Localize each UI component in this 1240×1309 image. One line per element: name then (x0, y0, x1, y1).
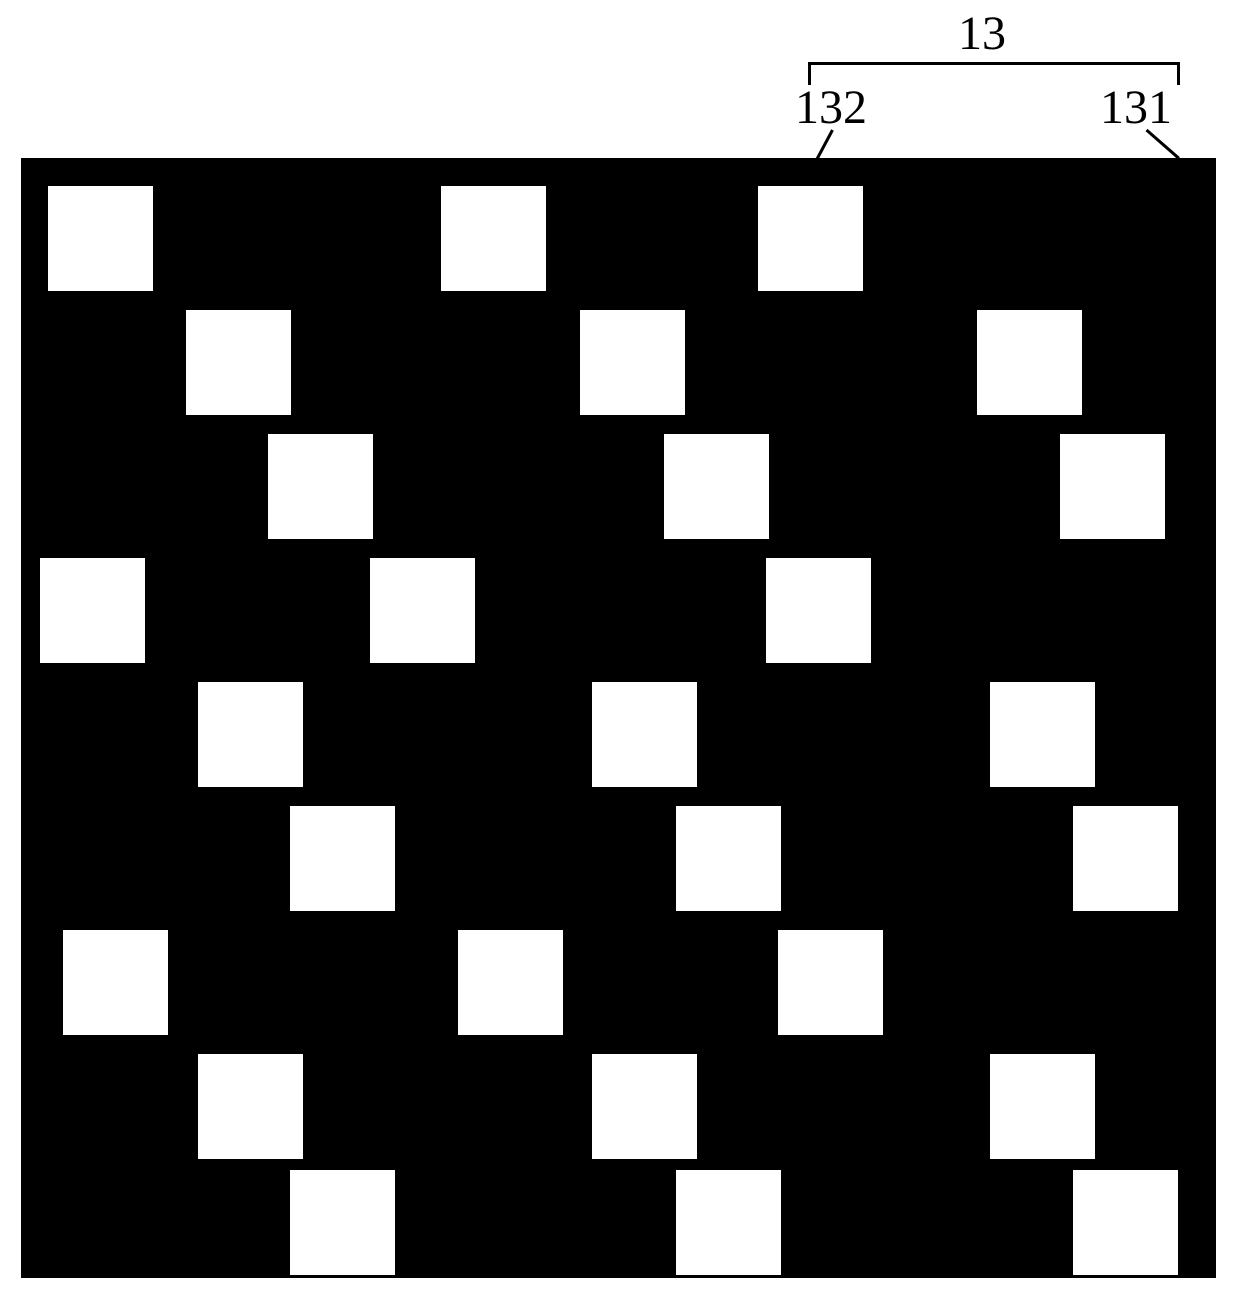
hole (458, 930, 563, 1035)
hole (441, 186, 546, 291)
group-bracket (808, 62, 1180, 85)
perforated-panel (21, 158, 1216, 1278)
hole (778, 930, 883, 1035)
hole (290, 806, 395, 911)
hole (1060, 434, 1165, 539)
hole (758, 186, 863, 291)
hole (592, 682, 697, 787)
hole (1073, 1170, 1178, 1275)
hole (676, 1170, 781, 1275)
hole (48, 186, 153, 291)
hole (370, 558, 475, 663)
hole (990, 1054, 1095, 1159)
hole (977, 310, 1082, 415)
hole (198, 682, 303, 787)
label-group: 13 (958, 6, 1006, 61)
hole (290, 1170, 395, 1275)
label-panel-ref: 131 (1100, 80, 1172, 135)
hole (990, 682, 1095, 787)
hole (268, 434, 373, 539)
hole (186, 310, 291, 415)
hole (1073, 806, 1178, 911)
hole (63, 930, 168, 1035)
label-hole-ref: 132 (795, 80, 867, 135)
hole (592, 1054, 697, 1159)
hole (580, 310, 685, 415)
hole (766, 558, 871, 663)
hole (40, 558, 145, 663)
hole (676, 806, 781, 911)
hole (664, 434, 769, 539)
hole (198, 1054, 303, 1159)
